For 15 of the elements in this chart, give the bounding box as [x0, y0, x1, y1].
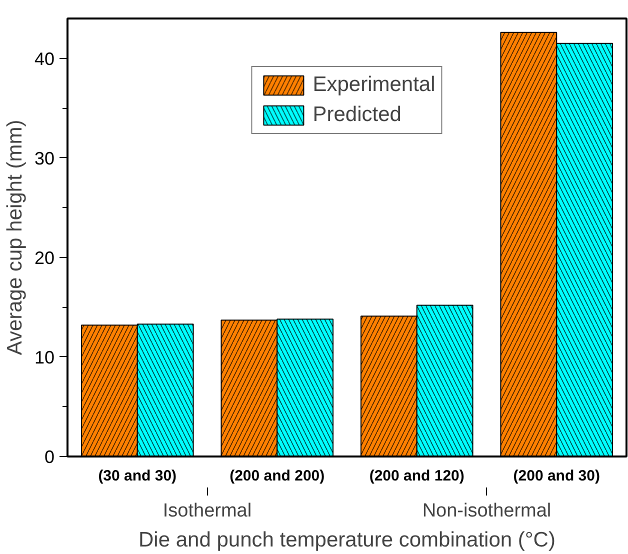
- x-axis-title: Die and punch temperature combination (°C): [138, 528, 556, 552]
- y-tick-label: 0: [44, 447, 55, 467]
- x-tick-label: (30 and 30): [98, 468, 177, 484]
- text: Non-isothermal: [422, 500, 552, 522]
- y-tick-label: 30: [34, 148, 55, 168]
- legend-label: Experimental: [312, 73, 436, 97]
- y-tick-label: 40: [34, 48, 55, 69]
- legend-label: Predicted: [312, 103, 402, 127]
- text: Isothermal: [162, 500, 252, 522]
- x-tick-label: (200 and 120): [369, 468, 464, 484]
- y-tick-label: 20: [34, 248, 55, 268]
- x-tick-label: (200 and 30): [513, 468, 600, 484]
- y-tick-label: 10: [34, 347, 55, 368]
- x-tick-label: (200 and 200): [230, 468, 325, 484]
- y-axis-title: Average cup height (mm): [3, 120, 26, 356]
